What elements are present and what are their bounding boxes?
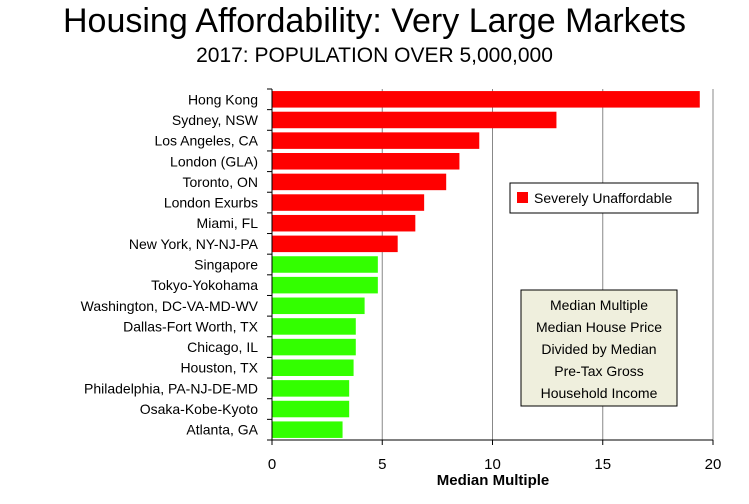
category-label: Hong Kong [188,91,258,107]
bar [272,421,343,438]
chart-subtitle: 2017: POPULATION OVER 5,000,000 [196,44,553,67]
legend: Severely Unaffordable [509,182,699,214]
note-line: Household Income [541,385,658,401]
bar [272,276,378,294]
note-line: Pre-Tax Gross [554,363,643,379]
note-background [520,289,678,407]
chart-title: Housing Affordability: Very Large Market… [62,2,687,40]
x-tick-label: 0 [268,456,276,473]
category-label: Tokyo-Yokohama [151,277,258,293]
bar [272,256,378,273]
legend-label: Severely Unaffordable [534,190,672,206]
note-line: Median House Price [536,319,662,335]
category-label: Atlanta, GA [186,422,258,438]
plot-area: Hong Kong Sydney, NSW Los Angeles, CA Londo… [81,88,722,473]
category-label: London Exurbs [164,195,258,211]
bar [272,359,354,376]
legend-box [509,182,699,214]
category-label: Toronto, ON [183,174,258,190]
category-label: London (GLA) [170,153,258,169]
note-box: Median Multiple Median House Price Divid… [520,289,678,407]
category-label: Osaka-Kobe-Kyoto [140,401,258,417]
bar [272,111,557,129]
x-axis-label: Median Multiple [437,472,550,489]
bar [272,318,356,335]
bar [272,297,365,315]
legend-swatch [517,192,528,203]
bar [272,380,350,397]
category-label: Dallas-Fort Worth, TX [123,318,259,334]
category-label: New York, NY-NJ-PA [129,236,259,252]
bar [272,235,398,253]
category-label: Houston, TX [180,360,258,376]
category-label: Philadelphia, PA-NJ-DE-MD [84,380,258,396]
bar [272,153,460,170]
category-label: Sydney, NSW [172,112,259,128]
bar [272,173,447,191]
bar [272,214,416,232]
bar [272,338,356,356]
bar [272,400,350,418]
category-label: Miami, FL [197,215,259,231]
category-label: Washington, DC-VA-MD-WV [81,298,259,314]
note-line: Divided by Median [541,341,656,357]
bar [272,194,425,211]
category-label: Chicago, IL [187,339,258,355]
x-tick-label: 5 [378,456,386,473]
category-label: Los Angeles, CA [154,133,258,149]
bar [272,132,480,149]
x-tick-label: 20 [705,456,722,473]
x-tick-label: 15 [594,456,611,473]
x-tick-label: 10 [484,456,501,473]
note-line: Median Multiple [550,297,648,313]
bar [272,91,700,108]
category-label: Singapore [194,257,258,273]
